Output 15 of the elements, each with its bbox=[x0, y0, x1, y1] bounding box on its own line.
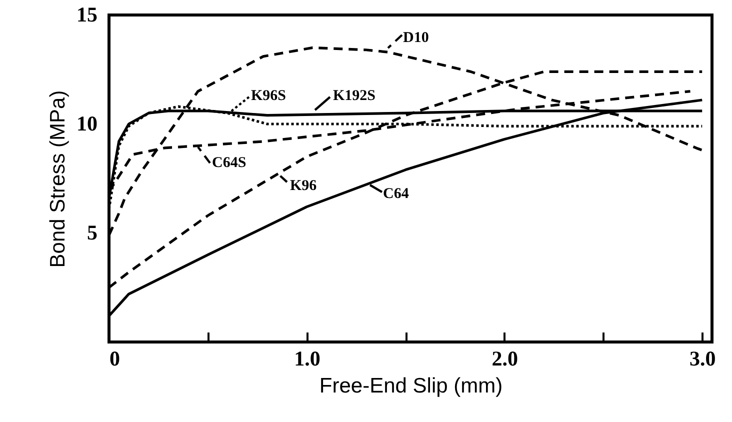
legend-label: D10 bbox=[403, 30, 429, 46]
legend-label: C64S bbox=[212, 155, 246, 171]
y-tick-label: 15 bbox=[76, 2, 98, 26]
x-tick-label: 2.0 bbox=[492, 346, 518, 370]
y-tick-label: 10 bbox=[76, 112, 98, 136]
legend-label: K192S bbox=[333, 88, 376, 104]
x-tick-label: 3.0 bbox=[689, 346, 716, 370]
x-tick-label: 1.0 bbox=[294, 346, 320, 370]
y-axis-title: Bond Stress (MPa) bbox=[46, 90, 70, 268]
x-axis-title: Free-End Slip (mm) bbox=[319, 374, 503, 398]
y-tick-label: 5 bbox=[87, 220, 98, 244]
legend-label: C64 bbox=[383, 186, 410, 202]
x-tick-label: 0 bbox=[110, 346, 120, 370]
legend-label: K96 bbox=[290, 178, 318, 194]
legend-label: K96S bbox=[251, 88, 286, 104]
